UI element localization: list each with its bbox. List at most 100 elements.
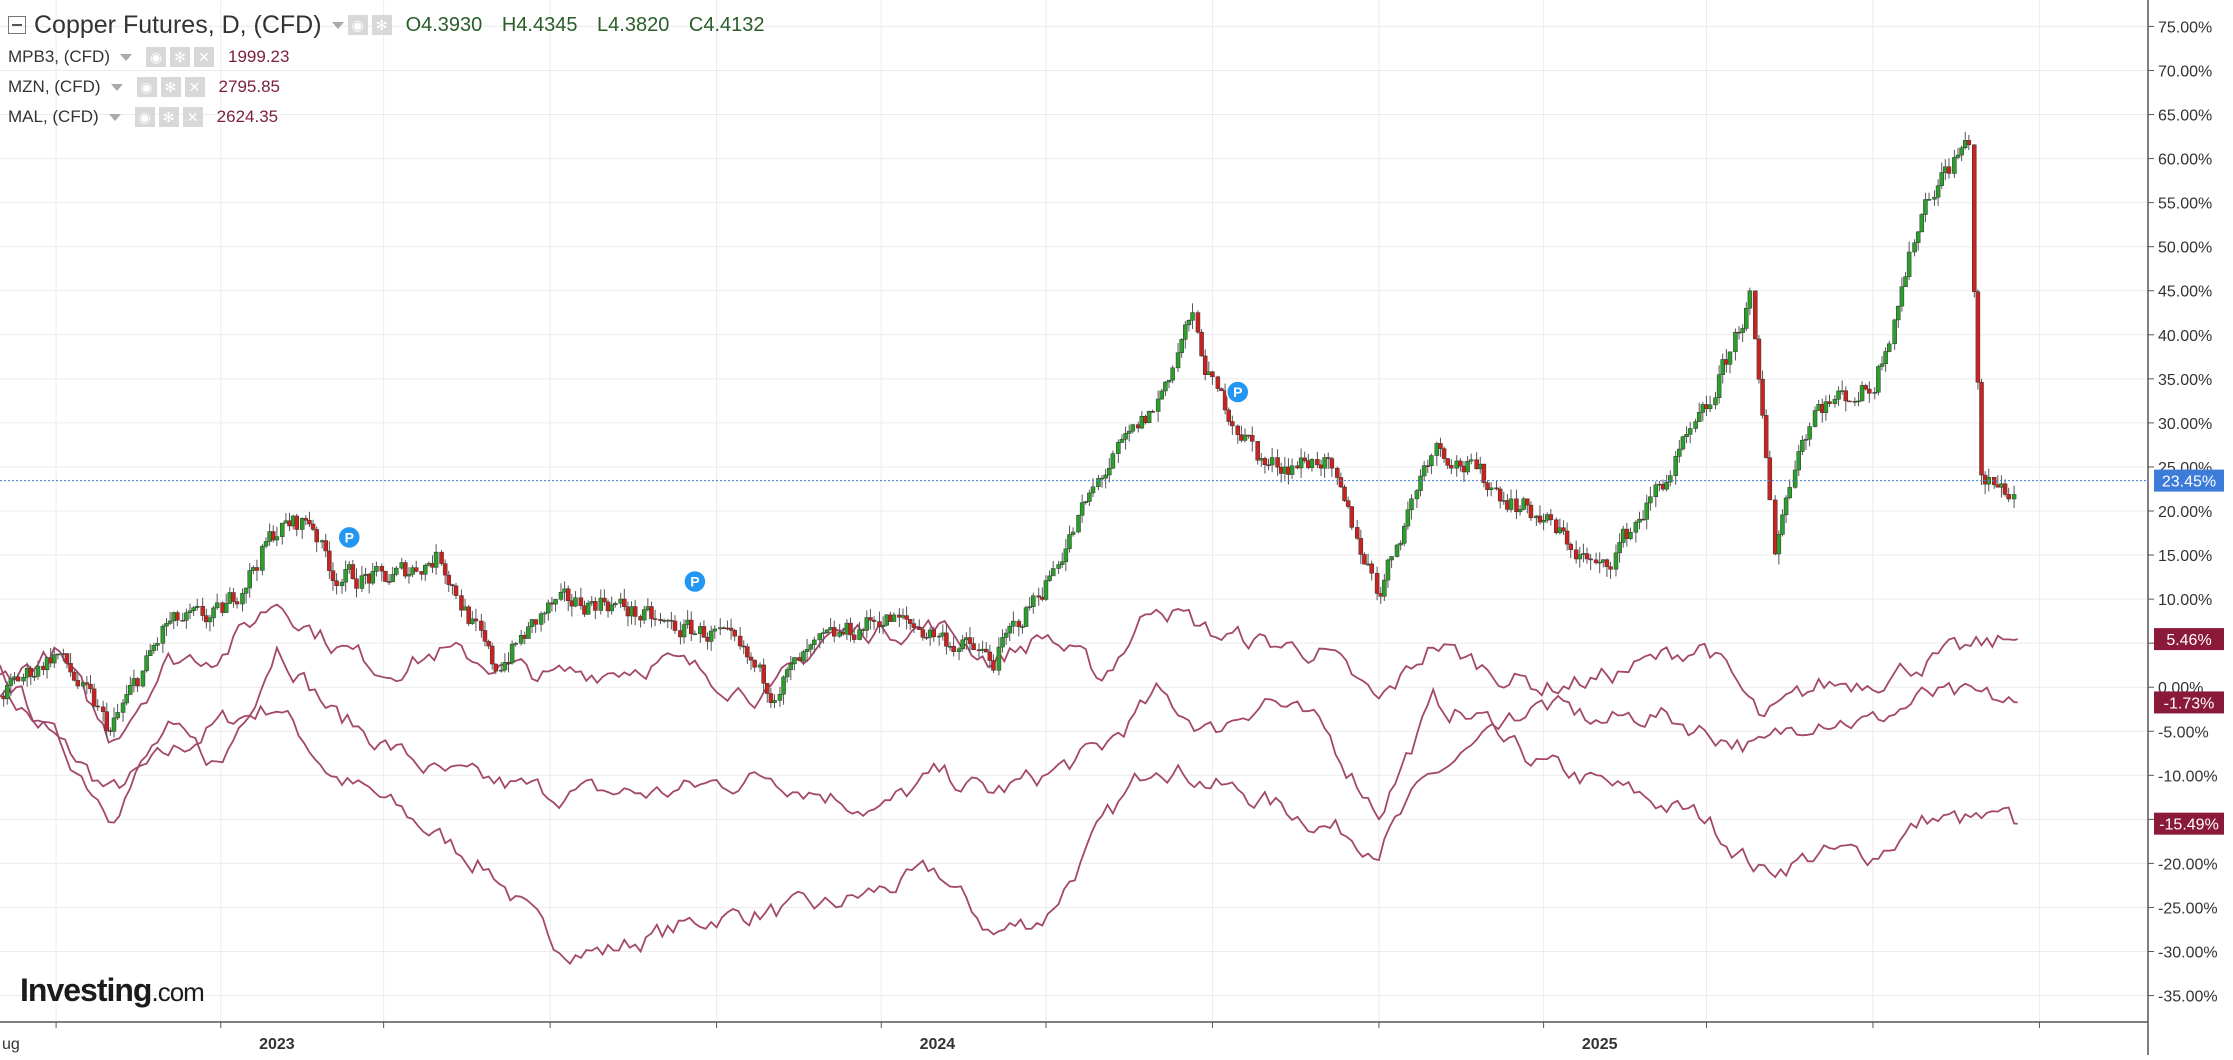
- candle-up: [792, 657, 797, 665]
- candle-up: [1099, 477, 1105, 480]
- candle-up: [1382, 579, 1387, 597]
- candle-up: [1832, 398, 1838, 404]
- candle-up: [1083, 501, 1089, 503]
- candle-down: [533, 619, 538, 625]
- chevron-down-icon[interactable]: [120, 53, 132, 61]
- candle-down: [1338, 477, 1344, 488]
- candle-up: [1637, 518, 1642, 523]
- candle-up: [280, 522, 285, 537]
- candle-down: [1767, 457, 1773, 501]
- candle-down: [95, 705, 100, 708]
- study-legend-mal[interactable]: MAL, (CFD) ◉ ✻ ✕ 2624.35: [8, 102, 779, 132]
- candle-down: [1374, 572, 1380, 594]
- candle-down: [135, 678, 140, 687]
- candle-up: [1402, 525, 1407, 544]
- candle-up: [1613, 552, 1619, 570]
- event-marker-label: P: [690, 573, 699, 589]
- candle-down: [1554, 519, 1559, 534]
- candle-down: [303, 518, 309, 521]
- candle-down: [1329, 458, 1335, 469]
- candle-down: [1266, 464, 1271, 467]
- candle-down: [752, 659, 757, 668]
- candle-up: [260, 545, 265, 571]
- candle-up: [124, 694, 129, 704]
- candle-up: [864, 617, 870, 631]
- gear-icon[interactable]: ✻: [158, 107, 179, 127]
- candle-down: [728, 627, 734, 631]
- candle-up: [160, 625, 166, 644]
- study-legend-mzn[interactable]: MZN, (CFD) ◉ ✻ ✕ 2795.85: [8, 72, 779, 102]
- candle-down: [1760, 378, 1765, 416]
- candle-up: [509, 643, 515, 664]
- collapse-icon[interactable]: [8, 16, 26, 34]
- high-label: H: [501, 13, 517, 36]
- candle-down: [1458, 460, 1463, 467]
- candle-up: [359, 575, 365, 589]
- close-icon[interactable]: ✕: [194, 47, 214, 67]
- gear-icon[interactable]: ✻: [170, 47, 190, 67]
- event-marker[interactable]: P: [1226, 380, 1250, 404]
- candle-up: [1468, 459, 1474, 462]
- candle-up: [1159, 390, 1165, 400]
- candle-up: [1043, 580, 1049, 600]
- ohlc-readout: O4.3930 H4.4345 L4.3820 C4.4132: [406, 14, 779, 37]
- candle-up: [32, 676, 37, 678]
- eye-icon[interactable]: ◉: [136, 77, 157, 97]
- close-icon[interactable]: ✕: [182, 107, 203, 127]
- candle-down: [84, 682, 90, 685]
- eye-icon[interactable]: ◉: [146, 47, 166, 67]
- event-marker-label: P: [345, 529, 354, 545]
- candle-up: [52, 654, 57, 664]
- open-label: O: [405, 13, 422, 36]
- gear-icon[interactable]: ✻: [160, 77, 181, 97]
- y-tick-label: 60.00%: [2158, 152, 2212, 169]
- candle-up: [1000, 637, 1005, 648]
- chevron-down-icon[interactable]: [108, 113, 121, 121]
- chevron-down-icon[interactable]: [331, 21, 344, 29]
- candle-down: [479, 620, 484, 631]
- candle-down: [446, 574, 452, 585]
- y-tick-label: 75.00%: [2158, 19, 2212, 36]
- high-value: 4.4345: [516, 13, 578, 36]
- candle-down: [658, 619, 663, 621]
- candle-down: [1561, 527, 1566, 532]
- close-icon[interactable]: ✕: [184, 77, 205, 97]
- study-legend-mpb3[interactable]: MPB3, (CFD) ◉ ✻ ✕ 1999.23: [8, 42, 779, 72]
- candle-up: [788, 663, 794, 670]
- candle-up: [613, 603, 618, 606]
- candle-up: [1617, 542, 1622, 554]
- candle-up: [518, 634, 524, 644]
- main-series-legend[interactable]: Copper Futures, D, (CFD) ◉ ✻ O4.3930 H4.…: [8, 8, 779, 42]
- candle-down: [386, 581, 392, 583]
- candle-down: [732, 630, 737, 637]
- candle-up: [1836, 390, 1841, 400]
- candle-down: [971, 643, 976, 650]
- candle-up: [1716, 374, 1722, 398]
- candle-up: [1684, 434, 1689, 437]
- candle-up: [1713, 397, 1718, 406]
- candle-down: [1235, 425, 1241, 435]
- candle-up: [824, 629, 830, 633]
- candle-up: [1090, 486, 1096, 494]
- grid-layer: [0, 0, 2148, 1022]
- candle-up: [777, 693, 783, 701]
- candle-down: [439, 551, 444, 564]
- gear-icon[interactable]: ✻: [371, 15, 392, 35]
- candle-down: [1564, 530, 1570, 545]
- event-marker[interactable]: P: [337, 525, 362, 550]
- candle-up: [1876, 366, 1881, 393]
- series-value-badge: 5.46%: [2154, 628, 2224, 651]
- candle-down: [1847, 400, 1852, 403]
- chevron-down-icon[interactable]: [110, 83, 123, 91]
- candle-up: [808, 644, 813, 650]
- candle-up: [772, 700, 777, 703]
- eye-icon[interactable]: ◉: [347, 15, 368, 35]
- candle-up: [960, 639, 965, 650]
- eye-icon[interactable]: ◉: [134, 107, 155, 127]
- candle-up: [370, 571, 376, 584]
- event-marker[interactable]: P: [683, 569, 707, 594]
- candle-up: [1879, 363, 1885, 367]
- y-tick-label: 40.00%: [2158, 328, 2212, 345]
